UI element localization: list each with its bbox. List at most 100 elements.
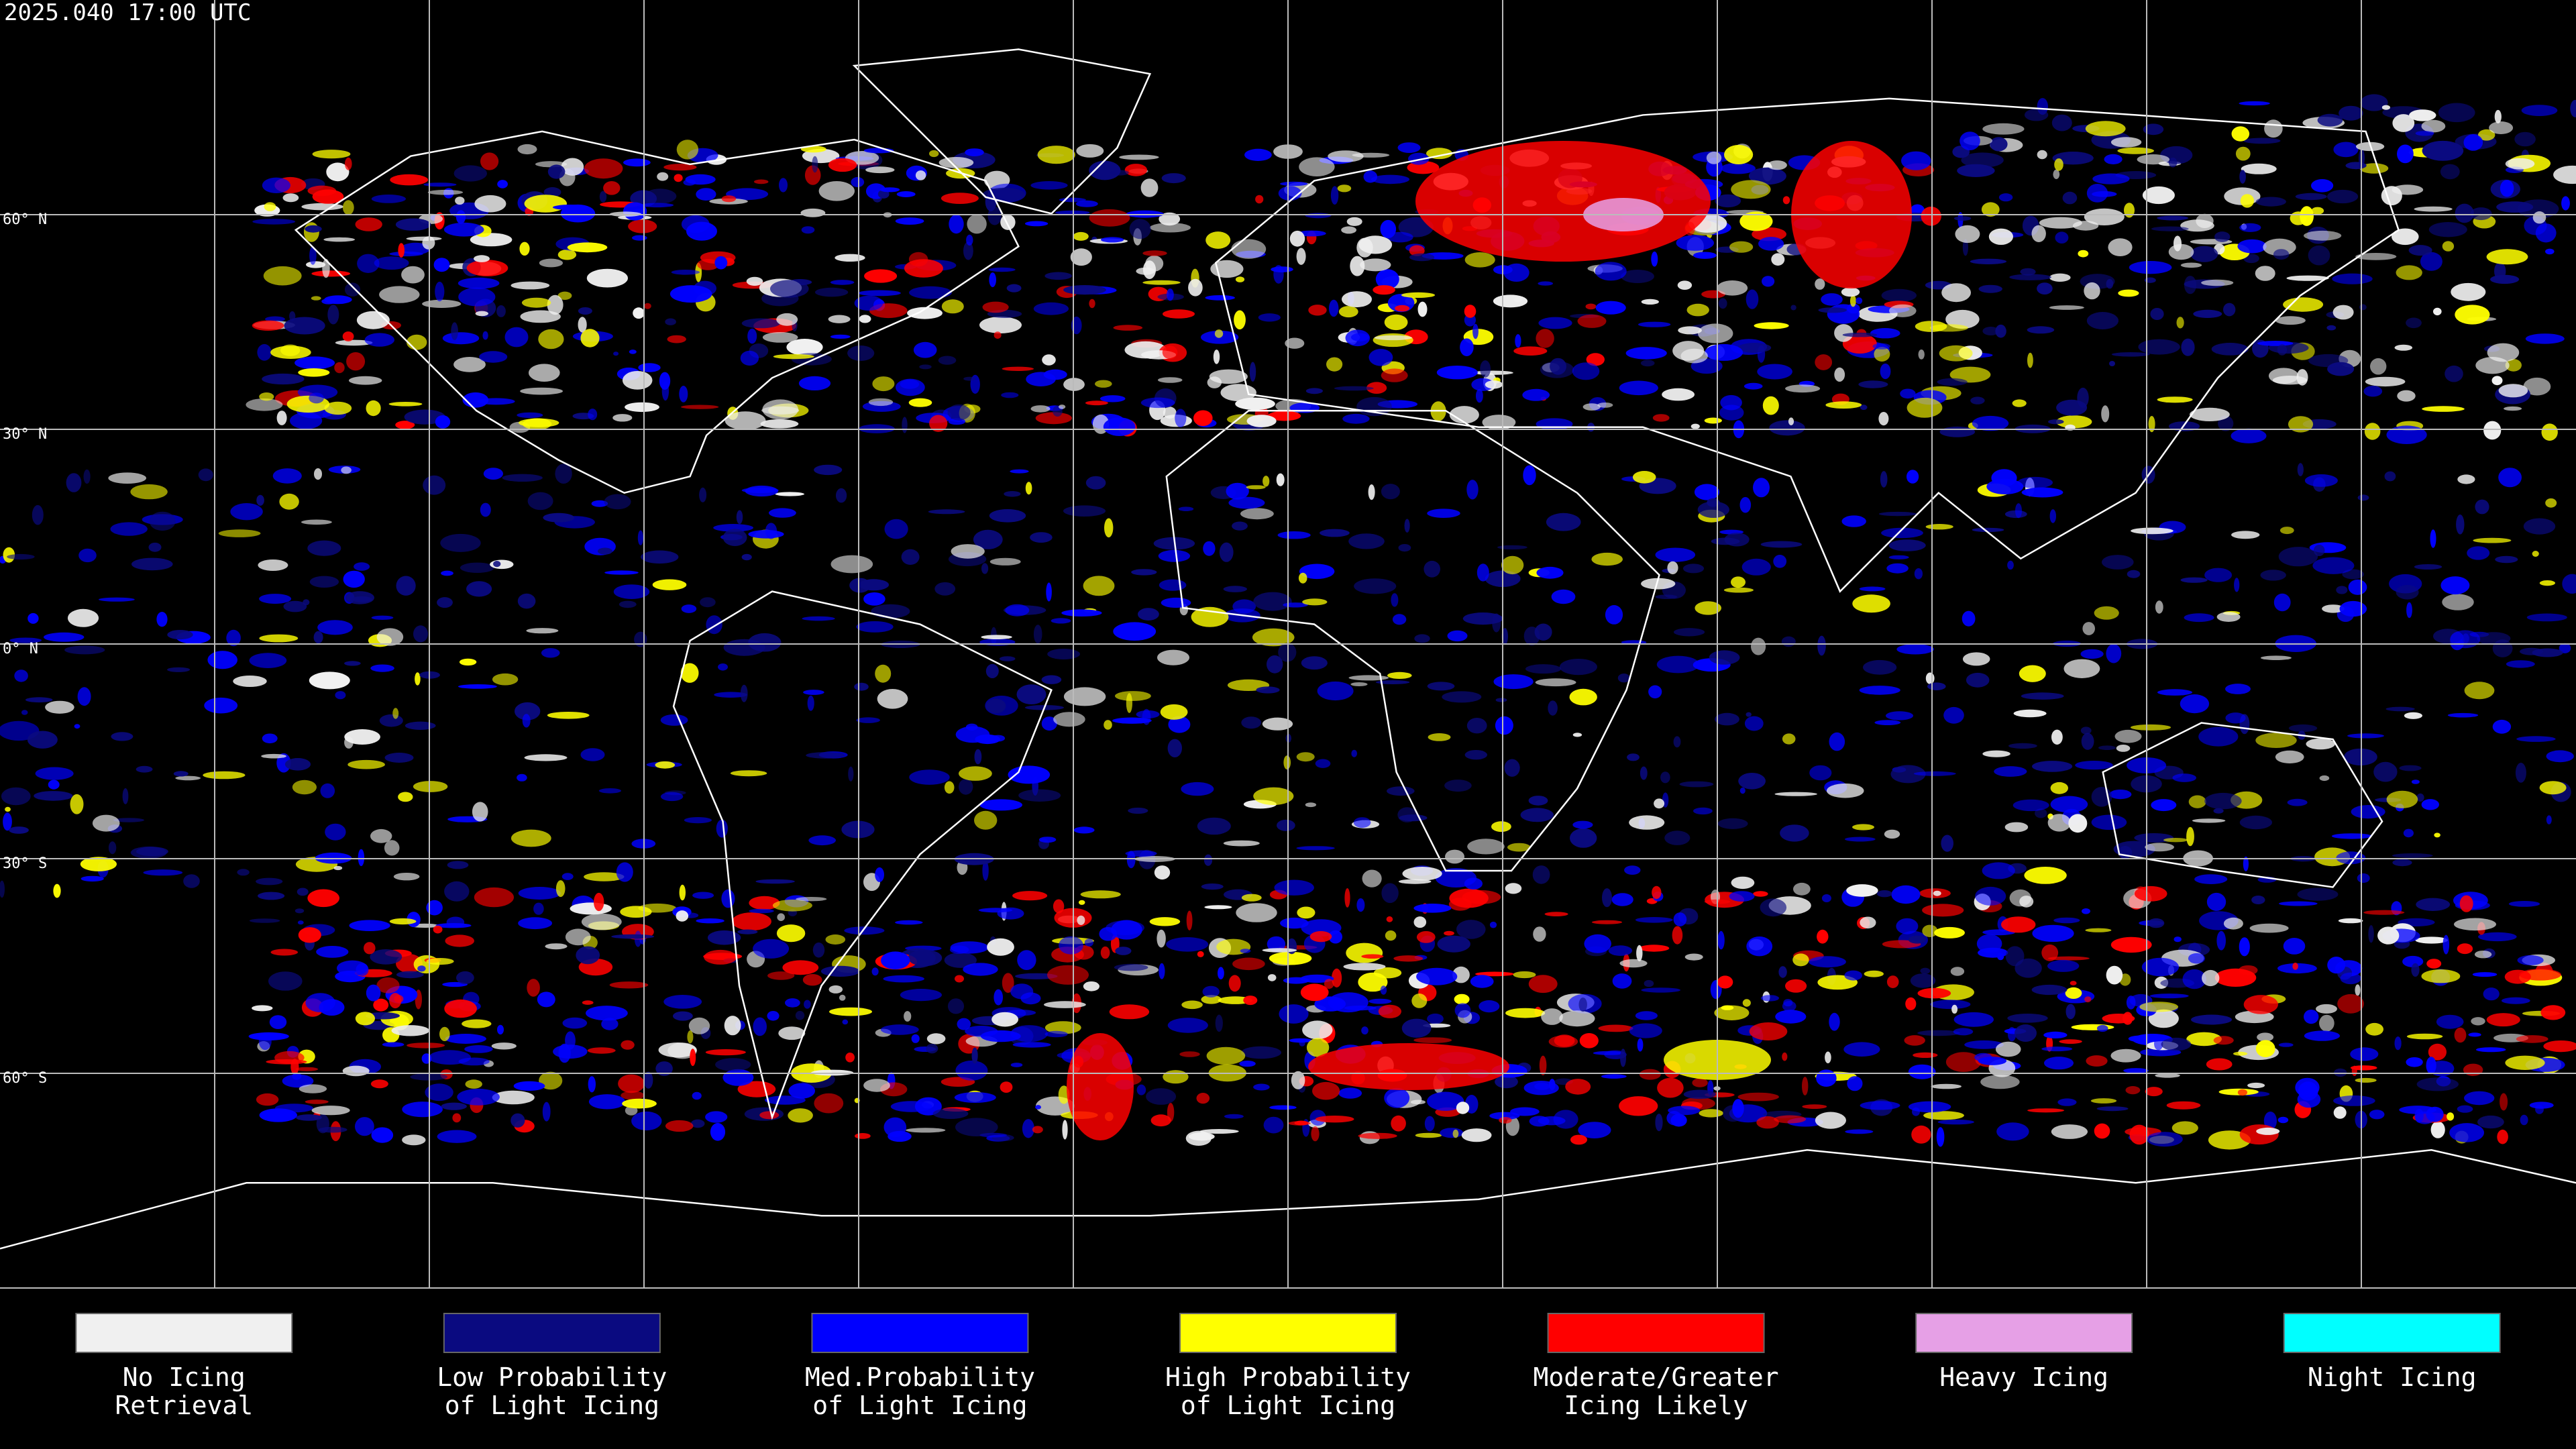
icing-cell	[335, 691, 346, 700]
icing-cell	[2355, 984, 2361, 996]
icing-cell	[1030, 532, 1053, 543]
legend-label: of Light Icing	[1181, 1391, 1395, 1420]
icing-cell	[1299, 157, 1335, 176]
icing-cell	[1234, 310, 1246, 330]
icing-cell	[1891, 885, 1921, 904]
icing-cell	[2304, 1010, 2319, 1024]
icing-cell	[2201, 279, 2234, 286]
icing-cell	[2501, 997, 2530, 1004]
icing-cell	[902, 417, 908, 433]
antarctica	[0, 1150, 2576, 1248]
icing-cell	[1223, 840, 1260, 847]
icing-cell	[724, 411, 766, 430]
icing-cell	[388, 402, 423, 407]
icing-cell	[2086, 312, 2118, 329]
icing-cell	[1746, 936, 1773, 957]
icing-cell	[1533, 926, 1546, 942]
icing-cell	[1115, 947, 1132, 955]
icing-cell	[2494, 109, 2502, 123]
icing-cell	[625, 402, 659, 413]
icing-cell	[2474, 951, 2492, 959]
icing-cell	[2421, 969, 2461, 983]
icing-cell	[1256, 686, 1280, 694]
icing-cell	[259, 634, 299, 643]
icing-cell	[2009, 889, 2031, 907]
icing-cell	[1782, 196, 1790, 205]
icing-cell	[379, 714, 403, 727]
icing-cell	[1611, 893, 1633, 906]
icing-cell	[252, 320, 284, 331]
icing-cell	[1638, 321, 1671, 327]
icing-cell	[966, 234, 973, 246]
icing-cell	[167, 630, 193, 640]
icing-cell	[1464, 252, 1495, 268]
icing-cell	[2238, 965, 2258, 975]
icing-cell	[2065, 987, 2082, 999]
icing-cell	[926, 1033, 946, 1044]
icing-cell	[1578, 1122, 1611, 1138]
icing-cell	[2233, 1051, 2248, 1056]
icing-cell	[1881, 288, 1917, 303]
icing-cell	[1219, 542, 1234, 562]
icing-cell	[2295, 1077, 2320, 1097]
icing-cell	[856, 621, 894, 633]
icing-cell	[929, 150, 939, 158]
icing-cell	[1706, 152, 1722, 164]
icing-cell	[1110, 170, 1129, 176]
icing-cell	[2539, 580, 2555, 586]
icing-cell	[1941, 835, 1953, 852]
icing-cell	[755, 879, 795, 884]
icing-cell	[1328, 150, 1364, 162]
icing-cell	[1872, 343, 1890, 350]
icing-cell	[2096, 1024, 2108, 1032]
icing-cell	[1532, 865, 1550, 884]
icing-cell	[480, 152, 499, 170]
icing-cell	[1729, 891, 1755, 902]
icing-cell	[908, 949, 943, 967]
icing-cell	[981, 563, 989, 574]
icing-cell	[2420, 252, 2443, 271]
icing-cell	[292, 1073, 302, 1080]
icing-cell	[835, 254, 865, 262]
icing-cell	[1686, 303, 1709, 317]
icing-cell	[1283, 602, 1308, 608]
icing-cell	[1495, 1075, 1518, 1089]
icing-cell	[2392, 228, 2419, 246]
icing-cell	[632, 235, 647, 241]
icing-cell	[1342, 291, 1372, 308]
icing-cell	[1279, 1004, 1309, 1024]
icing-cell	[1246, 415, 1277, 427]
icing-cell	[1760, 541, 1803, 548]
icing-cell	[1371, 174, 1409, 184]
icing-cell	[458, 277, 500, 289]
icing-cell	[1001, 392, 1019, 398]
icing-cell	[1570, 828, 1597, 848]
icing-cell	[136, 847, 168, 857]
icing-cell	[344, 729, 380, 745]
icing-cell	[2326, 325, 2337, 331]
icing-cell	[1912, 1107, 1920, 1116]
icing-cell	[2363, 910, 2405, 915]
icing-cell	[2385, 706, 2415, 712]
icing-cell	[2416, 793, 2424, 802]
icing-cell	[28, 612, 39, 624]
icing-cell	[865, 166, 895, 174]
icing-cell	[389, 993, 402, 1009]
icing-cell	[2505, 359, 2522, 372]
icing-cell	[1565, 1079, 1591, 1095]
icing-cell	[402, 1102, 443, 1118]
icing-cell	[268, 971, 303, 991]
icing-cell	[2357, 873, 2370, 883]
icing-cell	[1063, 687, 1106, 706]
icing-cell	[347, 759, 385, 769]
icing-cell	[1635, 1011, 1658, 1020]
icing-cell	[2313, 545, 2325, 556]
icing-cell	[349, 376, 382, 385]
icing-cell	[801, 226, 815, 234]
icing-cell	[1842, 332, 1878, 337]
icing-cell	[2471, 1017, 2485, 1026]
icing-cell	[2392, 853, 2433, 858]
icing-cell	[517, 144, 537, 155]
icing-cell	[2027, 326, 2055, 334]
icing-cell	[950, 941, 989, 954]
